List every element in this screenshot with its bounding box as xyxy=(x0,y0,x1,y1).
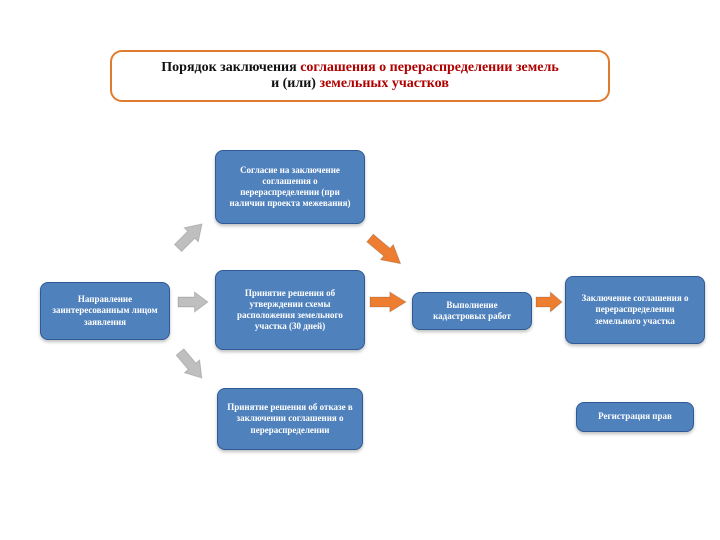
node-label: Заключение соглашения о перераспределени… xyxy=(574,293,696,327)
node-application: Направление заинтересованным лицом заявл… xyxy=(40,282,170,340)
title-red-1: соглашения о перераспределении земель xyxy=(300,60,559,75)
node-approve-scheme: Принятие решения об утверждении схемы ра… xyxy=(215,270,365,350)
title-plain-2: и (или) xyxy=(271,76,319,91)
node-label: Выполнение кадастровых работ xyxy=(421,300,523,323)
node-label: Принятие решения об утверждении схемы ра… xyxy=(224,288,356,333)
node-label: Принятие решения об отказе в заключении … xyxy=(226,402,354,436)
node-label: Согласие на заключение соглашения о пере… xyxy=(224,165,356,210)
title-plain-1: Порядок заключения xyxy=(161,60,300,75)
node-registration: Регистрация прав xyxy=(576,402,694,432)
title-box: Порядок заключения соглашения о перерасп… xyxy=(110,50,610,102)
node-label: Регистрация прав xyxy=(598,411,672,422)
node-refusal: Принятие решения об отказе в заключении … xyxy=(217,388,363,450)
node-cadastral: Выполнение кадастровых работ xyxy=(412,292,532,330)
node-agreement: Заключение соглашения о перераспределени… xyxy=(565,276,705,344)
title-line-2: и (или) земельных участков xyxy=(130,76,590,92)
title-line-1: Порядок заключения соглашения о перерасп… xyxy=(130,60,590,76)
node-consent: Согласие на заключение соглашения о пере… xyxy=(215,150,365,224)
title-red-2: земельных участков xyxy=(319,76,448,91)
node-label: Направление заинтересованным лицом заявл… xyxy=(49,294,161,328)
